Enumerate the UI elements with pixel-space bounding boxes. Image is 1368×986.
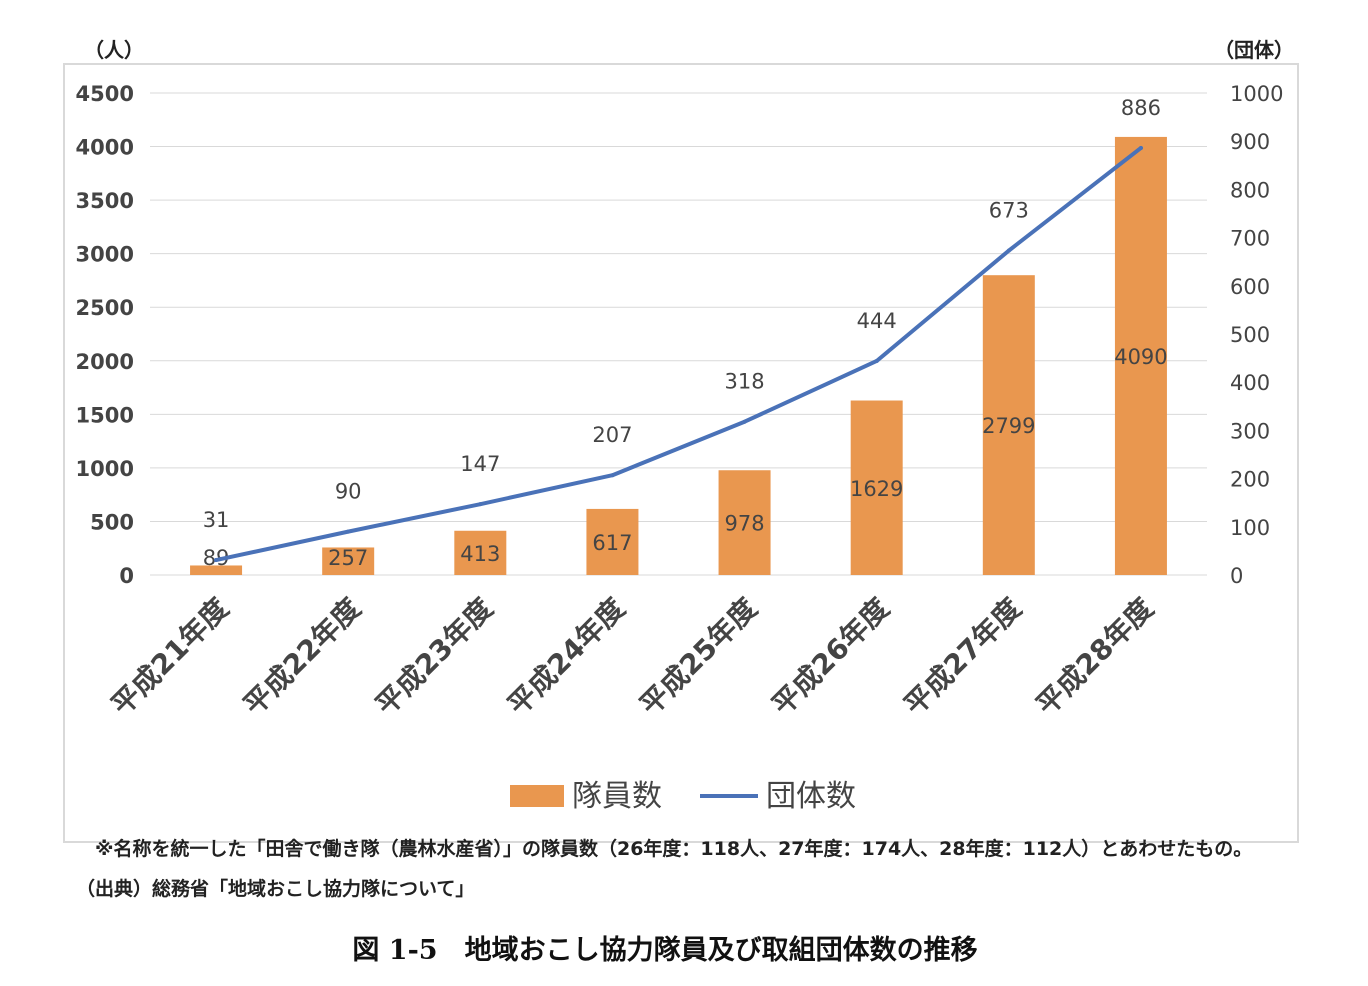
category-label: 平成22年度 xyxy=(237,592,367,722)
right-tick-label: 700 xyxy=(1230,227,1270,251)
bar xyxy=(1114,136,1167,575)
gridlines xyxy=(150,92,1207,576)
bar-value-label: 617 xyxy=(592,531,632,555)
category-label: 平成28年度 xyxy=(1030,592,1160,722)
category-axis-labels: 平成21年度 平成22年度 平成23年度 平成24年度 平成25年度 平成26年度 平成27… xyxy=(105,592,1160,722)
left-tick-label: 500 xyxy=(90,510,134,534)
bar-value-label: 257 xyxy=(328,546,368,570)
right-tick-label: 200 xyxy=(1230,468,1270,492)
bar xyxy=(586,508,639,575)
left-axis-ticks: 0 500 1000 1500 2000 2500 3000 3500 4000 4500 xyxy=(76,82,134,588)
line-value-label: 207 xyxy=(592,423,632,447)
line-series xyxy=(214,145,1143,563)
left-tick-label: 1000 xyxy=(76,457,134,481)
line-point xyxy=(742,419,747,424)
line-value-label: 886 xyxy=(1121,96,1161,120)
bar xyxy=(718,470,771,575)
category-label: 平成25年度 xyxy=(633,592,763,722)
bar xyxy=(454,530,507,575)
line-path xyxy=(214,145,1143,563)
right-tick-label: 0 xyxy=(1230,564,1243,588)
category-label: 平成26年度 xyxy=(766,592,896,722)
line-value-label: 90 xyxy=(335,480,362,504)
right-axis-ticks: 0 100 200 300 400 500 600 700 800 900 1000 xyxy=(1230,82,1283,588)
line-point xyxy=(214,558,219,563)
right-tick-label: 800 xyxy=(1230,178,1270,202)
bar-value-label: 413 xyxy=(460,542,500,566)
right-axis-unit: （団体） xyxy=(1214,38,1294,62)
line-value-label: 31 xyxy=(203,508,230,532)
right-tick-label: 1000 xyxy=(1230,82,1283,106)
right-tick-label: 900 xyxy=(1230,130,1270,154)
bar xyxy=(982,275,1035,575)
left-tick-label: 4500 xyxy=(76,82,134,106)
bar-value-label: 1629 xyxy=(850,477,903,501)
right-tick-label: 300 xyxy=(1230,419,1270,443)
line-value-label: 318 xyxy=(725,370,765,394)
line-point xyxy=(1138,145,1143,150)
chart-frame xyxy=(63,63,1299,843)
category-label: 平成23年度 xyxy=(369,592,499,722)
bar-value-label: 2799 xyxy=(982,414,1035,438)
bar xyxy=(850,400,903,575)
category-label: 平成21年度 xyxy=(105,592,235,722)
legend-line-label: 団体数 xyxy=(766,779,856,814)
chart-note: ※名称を統一した「田舎で働き隊（農林水産省）」の隊員数（26年度：118人、27… xyxy=(95,838,1253,860)
left-tick-label: 3000 xyxy=(76,243,134,267)
chart-source: （出典）総務省「地域おこし協力隊について」 xyxy=(76,878,475,900)
left-tick-label: 3500 xyxy=(76,189,134,213)
line-point xyxy=(610,473,615,478)
legend-bar-swatch xyxy=(510,785,564,807)
figure-title: 図 1-5 地域おこし協力隊員及び取組団体数の推移 xyxy=(352,935,978,966)
legend: 隊員数 団体数 xyxy=(510,779,856,814)
right-tick-label: 400 xyxy=(1230,371,1270,395)
left-axis-unit: （人） xyxy=(84,38,144,62)
bar-value-label: 4090 xyxy=(1114,345,1167,369)
left-tick-label: 2000 xyxy=(76,350,134,374)
bar xyxy=(190,565,243,575)
category-label: 平成24年度 xyxy=(501,592,631,722)
left-tick-label: 4000 xyxy=(76,136,134,160)
line-point xyxy=(346,529,351,534)
left-tick-label: 1500 xyxy=(76,403,134,427)
left-tick-label: 0 xyxy=(119,564,134,588)
line-point xyxy=(874,358,879,363)
right-tick-label: 600 xyxy=(1230,275,1270,299)
line-value-label: 147 xyxy=(460,452,500,476)
line-value-label: 673 xyxy=(989,199,1029,223)
category-label: 平成27年度 xyxy=(898,592,1028,722)
bar-value-label: 978 xyxy=(725,512,765,536)
bar xyxy=(322,547,375,575)
left-tick-label: 2500 xyxy=(76,296,134,320)
right-tick-label: 500 xyxy=(1230,323,1270,347)
line-point xyxy=(1006,248,1011,253)
bar-series xyxy=(190,136,1167,575)
right-tick-label: 100 xyxy=(1230,516,1270,540)
line-data-labels: 31 90 147 207 318 444 673 886 xyxy=(203,96,1161,532)
legend-bar-label: 隊員数 xyxy=(572,779,662,814)
line-point xyxy=(478,502,483,507)
line-value-label: 444 xyxy=(857,309,897,333)
